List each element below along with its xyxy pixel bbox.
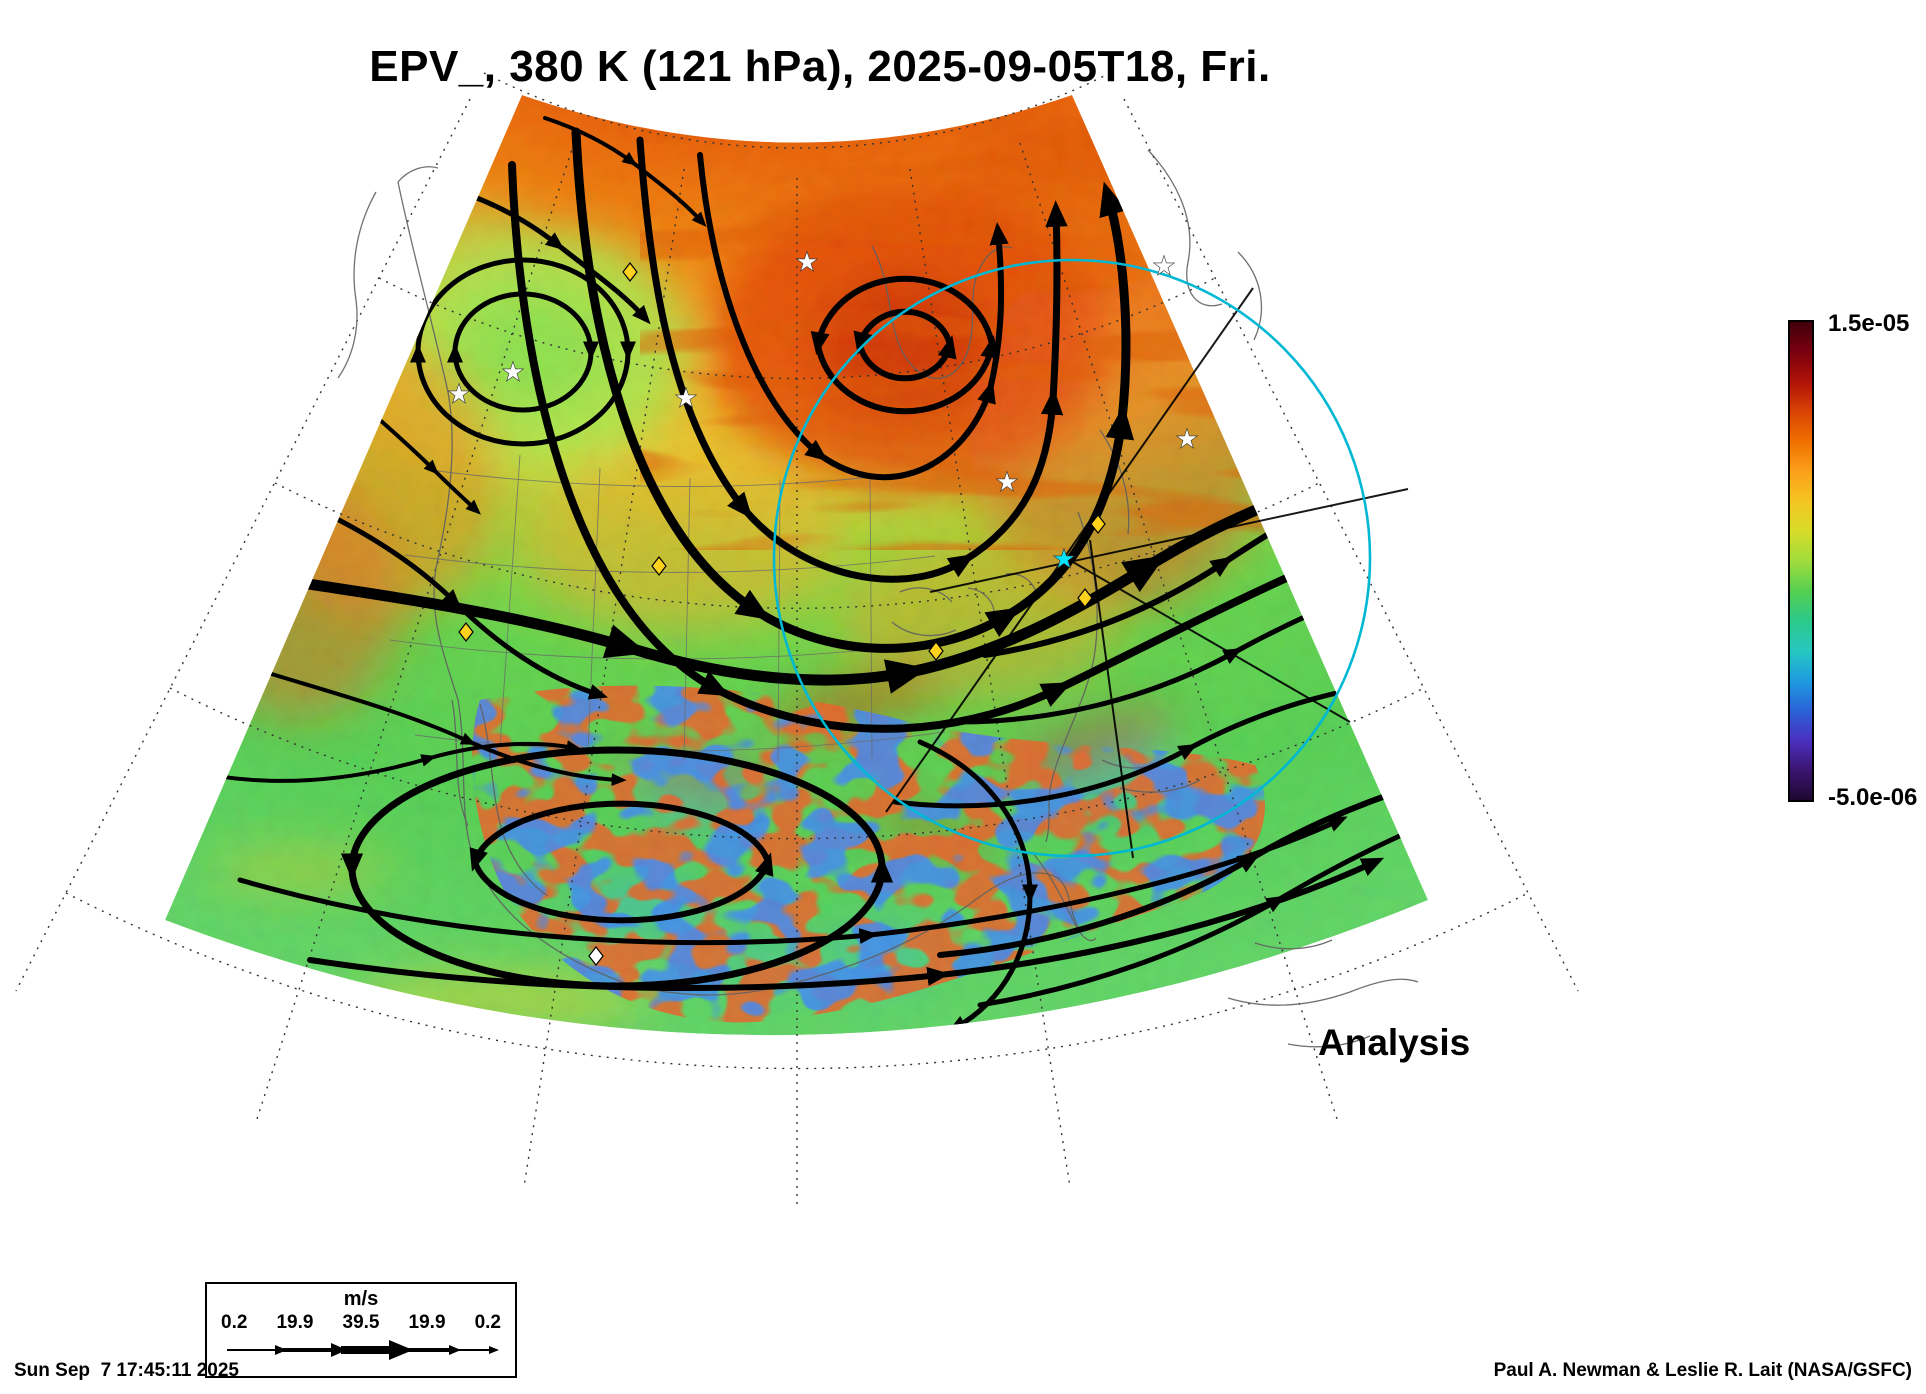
star-marker: ★ [1152,251,1176,282]
wind-tick-labels: 0.2 19.9 39.5 19.9 0.2 [207,1312,515,1334]
yellow-diamond-marker [1077,588,1093,608]
colorbar-max-label: 1.5e-05 [1828,310,1910,337]
star-marker: ★ [795,247,819,278]
wind-tick: 19.9 [276,1312,314,1333]
analysis-label: Analysis [1318,1022,1471,1063]
range-circle [772,258,1372,858]
wind-tick: 0.2 [221,1312,248,1333]
wind-tick: 0.2 [474,1312,501,1333]
star-marker: ★ [995,467,1019,498]
generation-timestamp: Sun Sep 7 17:45:11 2025 [14,1360,239,1381]
wind-tick: 19.9 [408,1312,446,1333]
yellow-diamond-marker [1090,514,1106,534]
site-markers: ★ ★ ★ ★ ★ ★ ★ ★ [447,247,1199,966]
credit-line: Paul A. Newman & Leslie R. Lait (NASA/GS… [1493,1360,1912,1381]
colorbar-gradient [1788,320,1814,802]
colorbar-min-label: -5.0e-06 [1828,784,1918,811]
yellow-diamond-marker [622,262,638,282]
star-marker: ★ [674,383,698,414]
wind-speed-legend: m/s 0.2 19.9 39.5 19.9 0.2 [205,1282,517,1378]
wind-units-label: m/s [343,1288,379,1310]
yellow-diamond-marker [928,641,944,661]
star-marker: ★ [501,357,525,388]
star-marker: ★ [1175,424,1199,455]
yellow-diamond-marker [458,622,474,642]
wind-scale-arrow [227,1340,499,1360]
white-diamond-marker [588,946,604,966]
plot-title: EPV_, 380 K (121 hPa), 2025-09-05T18, Fr… [369,42,1271,91]
star-marker: ★ [1052,544,1076,575]
star-marker: ★ [447,379,471,410]
colorbar: 1.5e-05 -5.0e-06 [1788,310,1917,811]
yellow-diamond-marker [651,556,667,576]
cross-section-lines [885,287,1409,859]
wind-tick: 39.5 [342,1312,380,1333]
